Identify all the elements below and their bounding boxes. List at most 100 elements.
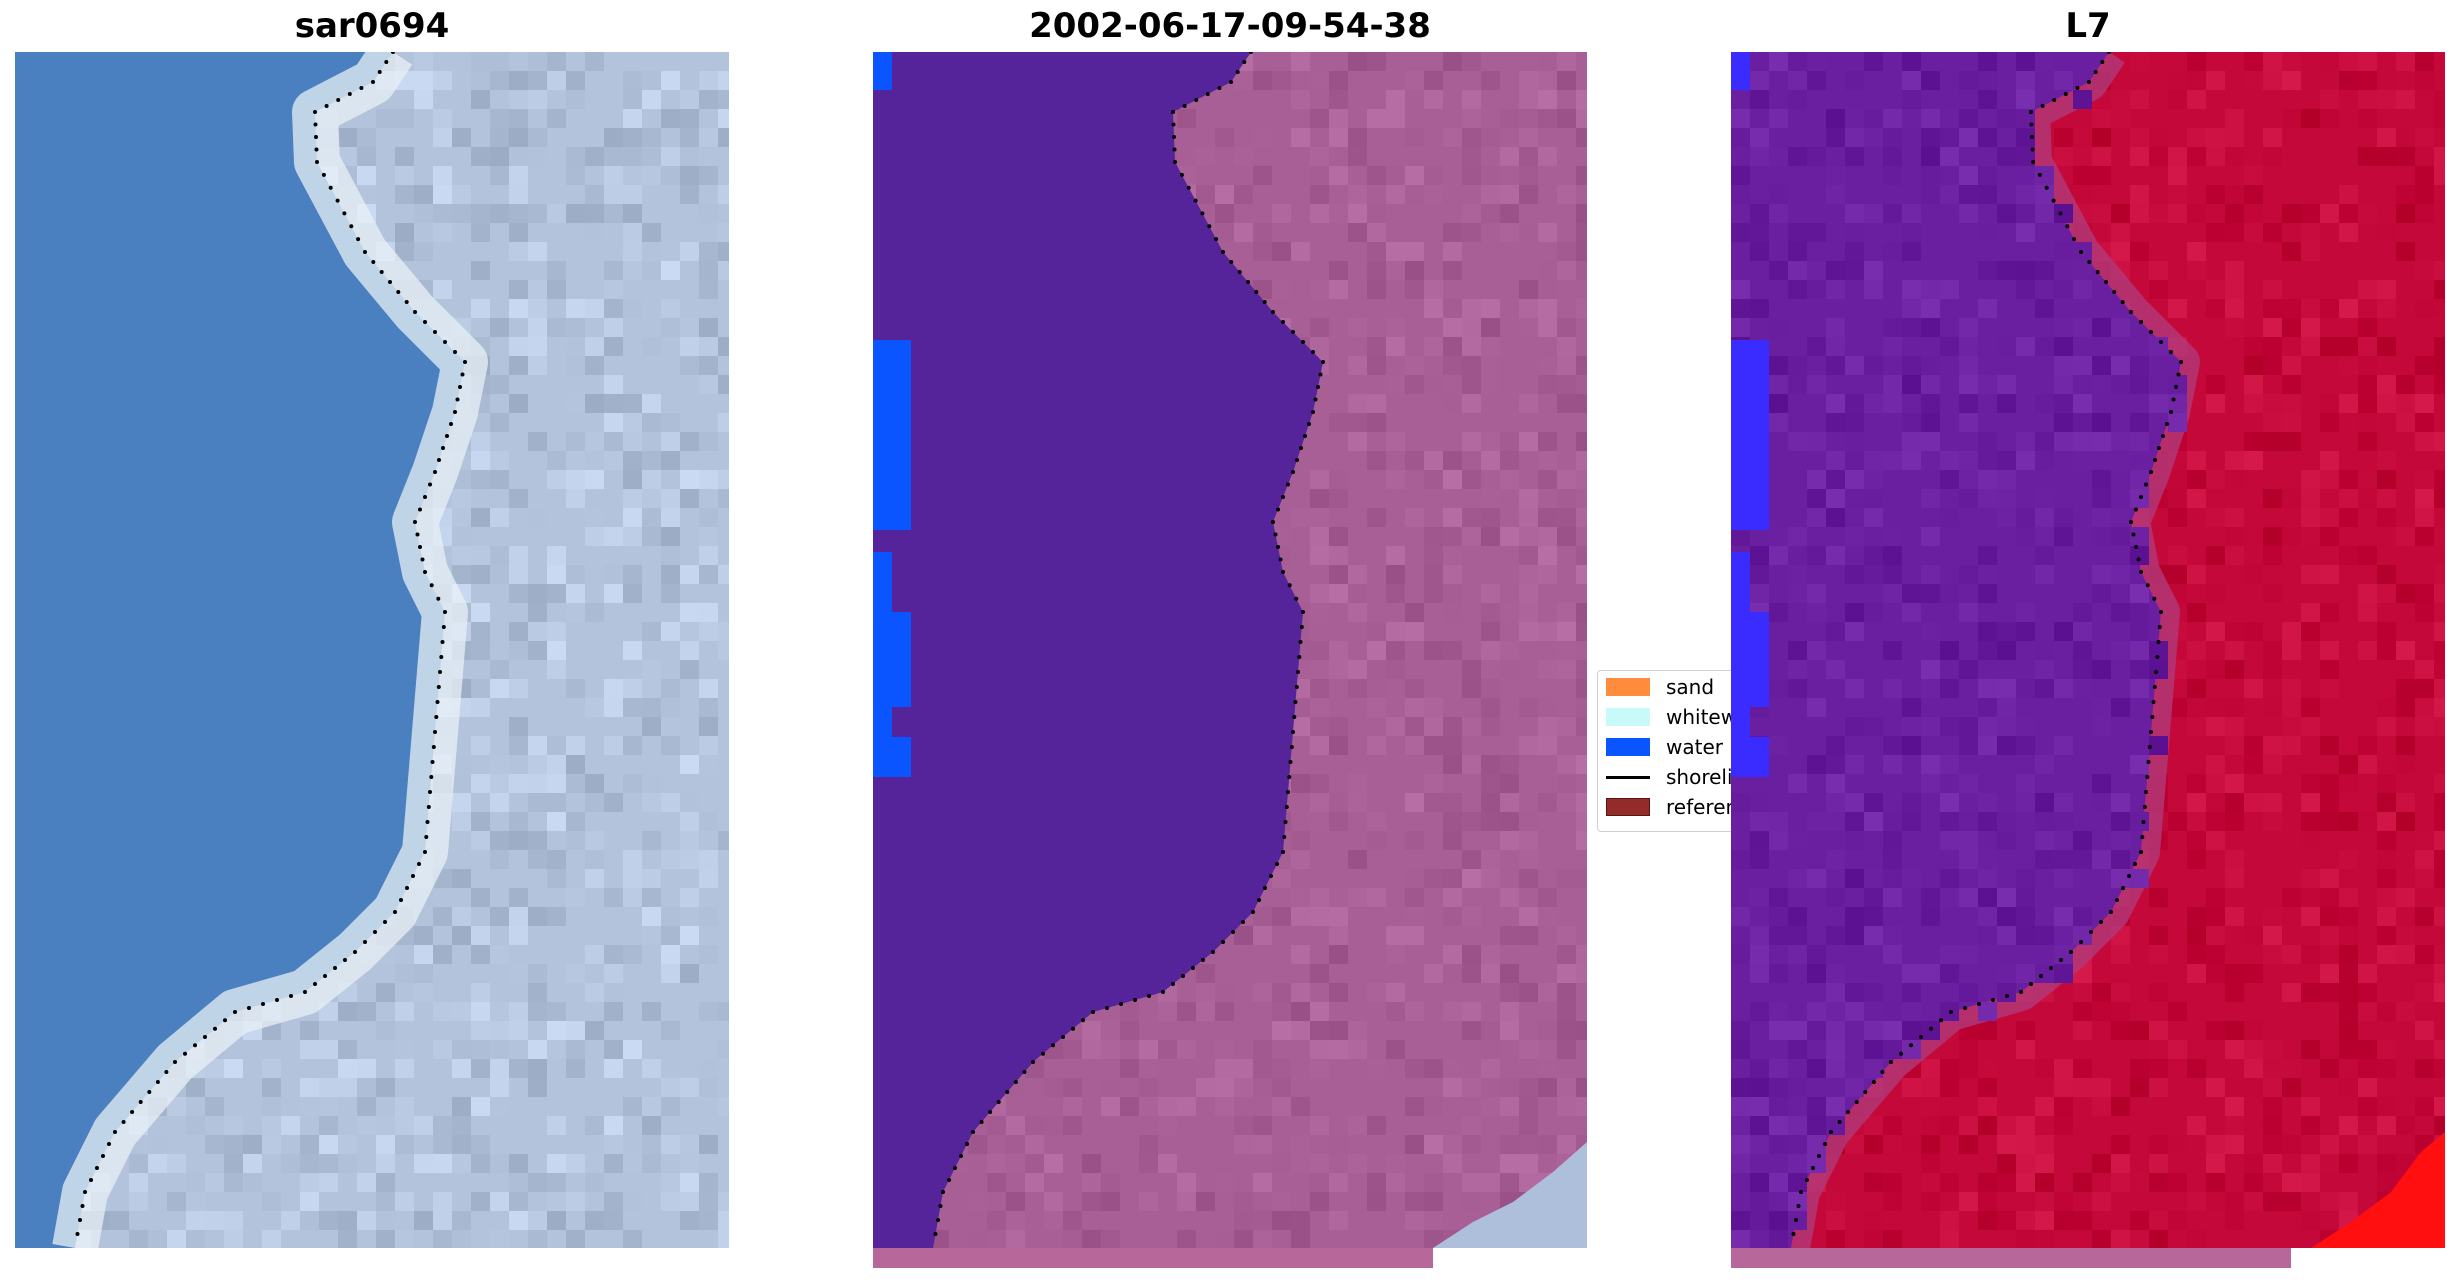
rgb-pixel [661, 546, 680, 565]
l7-water-pixel [2016, 451, 2035, 470]
panel-title-3: L7 [2065, 6, 2111, 46]
l7-land-pixel [2415, 945, 2434, 964]
class-land-pixel [1424, 774, 1443, 793]
l7-land-pixel [2035, 1192, 2054, 1211]
l7-land-pixel [2434, 774, 2445, 793]
l7-water-pixel [2073, 641, 2092, 660]
rgb-pixel [452, 926, 471, 945]
l7-land-pixel [2301, 337, 2320, 356]
rgb-pixel [680, 470, 699, 489]
l7-water-pixel [1750, 242, 1769, 261]
class-land-pixel [1329, 489, 1348, 508]
rgb-pixel [528, 318, 547, 337]
shoreline-dot [2005, 994, 2009, 998]
rgb-pixel [528, 52, 547, 71]
rgb-pixel [661, 964, 680, 983]
class-land-pixel [1538, 90, 1557, 109]
l7-land-pixel [2168, 204, 2187, 223]
rgb-pixel [376, 1021, 395, 1040]
l7-water-pixel [1921, 945, 1940, 964]
rgb-pixel [623, 71, 642, 90]
shoreline-dot [1313, 397, 1318, 402]
class-land-pixel [1576, 698, 1587, 717]
l7-water-pixel [1959, 318, 1978, 337]
shoreline-dot [2140, 835, 2145, 839]
class-land-pixel [1272, 1078, 1291, 1097]
l7-land-pixel [2301, 1116, 2320, 1135]
l7-land-pixel [2111, 1021, 2130, 1040]
class-land-pixel [1405, 622, 1424, 641]
shoreline-dot [1251, 910, 1255, 914]
l7-land-pixel [2415, 1097, 2434, 1116]
shoreline-dot [1295, 458, 1299, 462]
shoreline-dot [2121, 886, 2125, 890]
class-land-pixel [1462, 204, 1481, 223]
l7-water-pixel [1845, 356, 1864, 375]
l7-land-pixel [2339, 337, 2358, 356]
l7-water-pixel [1826, 926, 1845, 945]
shoreline-dot [391, 52, 395, 54]
l7-land-pixel [2339, 356, 2358, 375]
l7-water-pixel [1921, 128, 1940, 147]
l7-land-pixel [1997, 1173, 2016, 1192]
l7-land-pixel [2282, 717, 2301, 736]
rgb-pixel [661, 109, 680, 128]
class-land-pixel [1519, 1135, 1538, 1154]
rgb-pixel [509, 185, 528, 204]
l7-water-pixel [1978, 375, 1997, 394]
rgb-pixel [661, 622, 680, 641]
rgb-pixel [509, 546, 528, 565]
l7-water-pixel [1902, 52, 1921, 71]
l7-land-pixel [2263, 337, 2282, 356]
rgb-pixel [623, 394, 642, 413]
class-land-pixel [1386, 983, 1405, 1002]
shoreline-dot [1281, 320, 1285, 324]
l7-land-pixel [2263, 1097, 2282, 1116]
l7-water-pixel [1769, 1230, 1788, 1248]
rgb-pixel [642, 394, 661, 413]
l7-land-pixel [1959, 1040, 1978, 1059]
class-land-pixel [1310, 660, 1329, 679]
class-land-pixel [1481, 945, 1500, 964]
l7-land-pixel [2415, 185, 2434, 204]
l7-water-pixel [2054, 869, 2073, 888]
rgb-pixel [338, 1154, 357, 1173]
class-land-pixel [1424, 1192, 1443, 1211]
class-land-pixel [1443, 337, 1462, 356]
l7-water-pixel [1997, 109, 2016, 128]
class-land-pixel [1519, 71, 1538, 90]
rgb-pixel [680, 318, 699, 337]
l7-water-pixel [2016, 888, 2035, 907]
rgb-pixel [471, 470, 490, 489]
rgb-pixel [642, 1154, 661, 1173]
l7-water-pixel [1978, 52, 1997, 71]
rgb-pixel [376, 1078, 395, 1097]
l7-land-pixel [2206, 774, 2225, 793]
rgb-pixel [642, 698, 661, 717]
rgb-pixel [623, 774, 642, 793]
rgb-pixel [623, 375, 642, 394]
rgb-pixel [585, 850, 604, 869]
l7-water-pixel [1997, 622, 2016, 641]
l7-water-pixel [1788, 1154, 1807, 1173]
l7-water-pixel [2054, 508, 2073, 527]
rgb-pixel [718, 128, 729, 147]
shoreline-dot [2059, 958, 2063, 962]
class-land-pixel [1253, 166, 1272, 185]
shoreline-dot [2161, 434, 2165, 438]
l7-water-pixel [1883, 850, 1902, 869]
rgb-pixel [528, 299, 547, 318]
rgb-pixel [414, 90, 433, 109]
class-land-pixel [1348, 774, 1367, 793]
rgb-pixel [661, 793, 680, 812]
l7-land-pixel [2168, 90, 2187, 109]
class-land-pixel [1481, 793, 1500, 812]
rgb-pixel [338, 1230, 357, 1248]
l7-land-pixel [2377, 774, 2396, 793]
l7-land-pixel [2358, 1135, 2377, 1154]
shoreline-dot [2079, 250, 2083, 254]
class-land-pixel [1424, 565, 1443, 584]
class-land-pixel [1101, 1230, 1120, 1248]
shoreline-dot [399, 898, 403, 902]
l7-water-pixel [1731, 945, 1750, 964]
